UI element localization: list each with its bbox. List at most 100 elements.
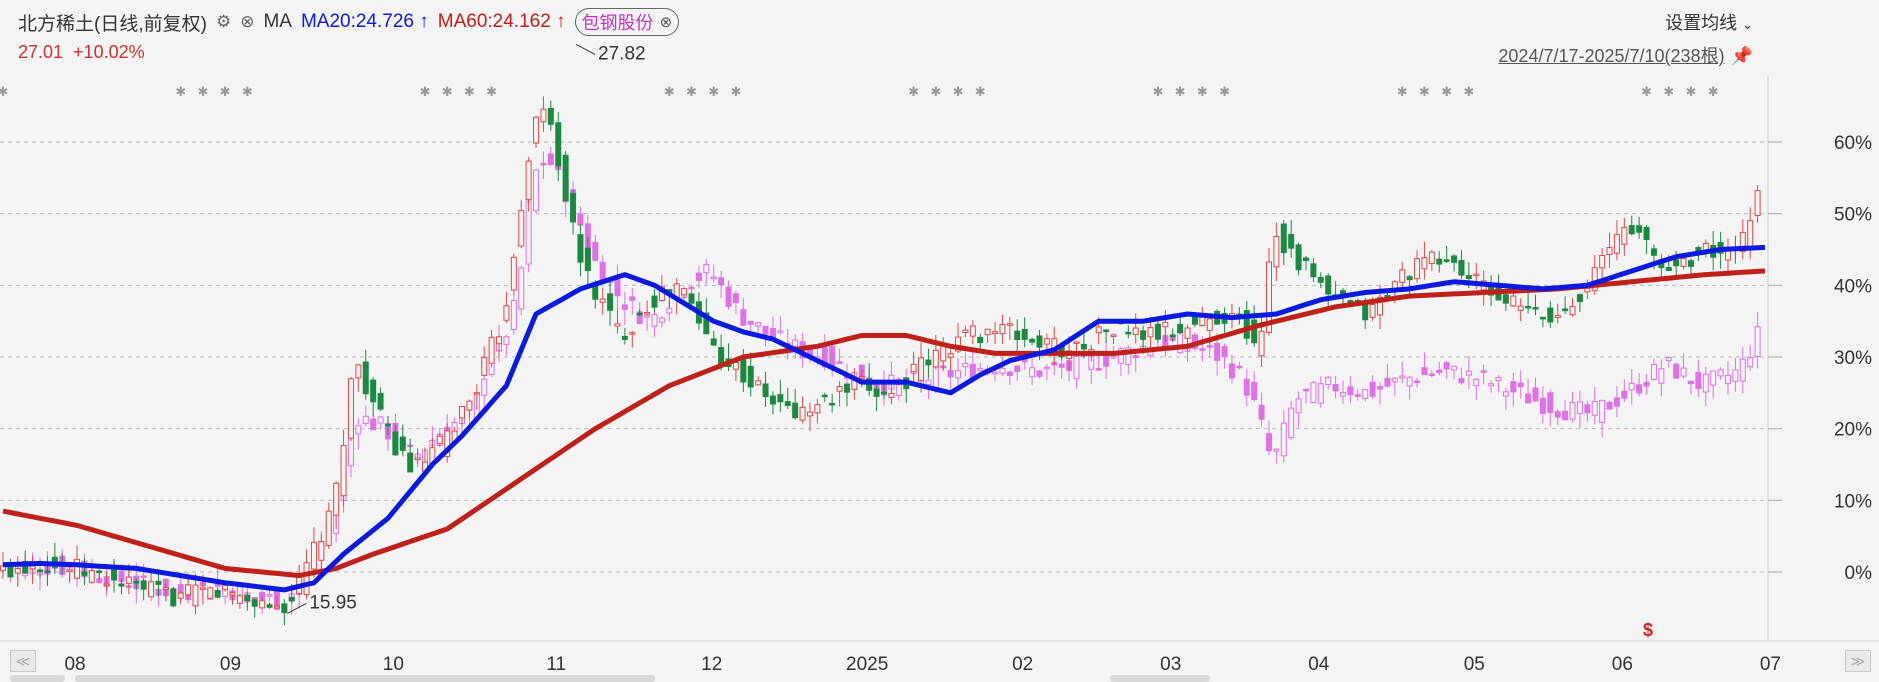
main-candle [1036,335,1043,348]
arrow-up-icon: ↑ [556,11,566,32]
main-candle [858,376,865,379]
compare-candle [1436,369,1443,374]
main-candle [1184,327,1191,339]
ma20-line [2,244,1766,593]
scroll-track-left[interactable] [10,675,65,682]
title-row: 北方稀土(日线,前复权) ⚙ ⊗ MA MA20:24.726 ↑ MA60:2… [18,8,688,36]
main-candle [740,358,747,383]
main-candle [1302,257,1309,261]
main-candle [377,393,384,410]
main-candle [288,596,295,602]
compare-candle [621,304,628,311]
main-candle [518,210,525,247]
gear-icon[interactable]: ⚙ [215,12,232,31]
compare-candle [1177,332,1184,354]
main-candle [74,558,81,579]
compare-candle [1547,392,1554,413]
main-candle [192,584,199,607]
main-candle [562,154,569,202]
ma60-value: MA60:24.162 ↑ [437,11,566,32]
main-candle [1502,294,1509,304]
main-candle [1132,327,1139,335]
compare-candle [1295,398,1302,414]
compare-candle [1377,386,1384,390]
event-marker: ✱ [708,84,719,99]
main-candle [1554,314,1561,318]
compare-label: 包钢股份 [581,13,654,33]
main-candle [1014,330,1021,340]
compare-candle [1525,393,1532,404]
compare-candle [1273,448,1280,452]
main-candle [1369,304,1376,318]
close-icon[interactable]: ⊗ [659,14,673,31]
compare-candle [703,263,710,274]
main-candle [533,116,540,144]
main-candle [66,569,73,572]
main-candle [481,356,488,376]
main-candle [207,587,214,599]
main-candle [1436,258,1443,265]
event-marker: ✱ [1463,84,1474,99]
main-candle [599,298,606,303]
main-candle [251,599,258,607]
compare-candle [947,370,954,378]
main-candle [1673,259,1680,267]
event-marker: ✱ [1708,84,1719,99]
scroll-thumb[interactable] [75,675,655,682]
event-marker: ✱ [486,84,497,99]
stock-title[interactable]: 北方稀土(日线,前复权) [18,13,207,35]
compare-candle [1369,381,1376,397]
main-candle [414,457,421,461]
x-tick-label: 11 [546,654,566,675]
x-tick-label: 02 [1012,654,1033,675]
main-candle [1103,329,1110,333]
scroll-left-button[interactable]: ≪ [10,650,36,672]
compare-candle [1539,397,1546,415]
event-marker: ✱ [0,84,9,99]
x-tick-label: 10 [383,654,404,675]
compare-candle [1288,407,1295,439]
compare-candle [1347,386,1354,396]
main-candle [1628,225,1635,235]
compare-candle [1317,383,1324,404]
main-candle [1258,330,1265,357]
main-candle [1443,259,1450,262]
date-range[interactable]: 2024/7/17-2025/7/10(238根) 📌 [1498,42,1753,68]
main-candle [392,431,399,456]
main-candle [1532,307,1539,310]
main-candle [273,605,280,609]
x-tick-label: 08 [64,654,85,675]
main-candle [570,193,577,223]
main-candle [843,383,850,393]
main-candle [747,365,754,388]
compare-tag[interactable]: 包钢股份 ⊗ [574,8,680,36]
main-candle [370,379,377,403]
close-icon[interactable]: ⊗ [240,12,255,31]
compare-candle [1391,377,1398,383]
main-candle [88,570,95,583]
main-candle [799,406,806,421]
main-candle [325,510,332,546]
event-marker: ✱ [930,84,941,99]
compare-candle [1724,374,1731,385]
pin-icon[interactable]: 📌 [1730,46,1753,66]
main-candle [688,293,695,304]
compare-candle [362,415,369,425]
main-candle [777,394,784,403]
chevron-down-icon: ⌄ [1742,17,1753,32]
main-candle [977,336,984,344]
main-candle [1621,226,1628,245]
plot-area [0,76,1768,641]
compare-candle [955,370,962,379]
compare-candle [1302,388,1309,392]
scroll-track-mid[interactable] [1110,675,1210,682]
compare-candle [510,299,517,331]
settings-ma-button[interactable]: 设置均线 ⌄ [1665,9,1753,35]
compare-candle [1014,365,1021,372]
main-candle [1325,275,1332,295]
main-candle [1547,307,1554,323]
main-candle [1251,319,1258,344]
scroll-right-button[interactable]: ≫ [1845,650,1871,672]
compare-candle [577,213,584,226]
ma-label[interactable]: MA [263,11,292,32]
